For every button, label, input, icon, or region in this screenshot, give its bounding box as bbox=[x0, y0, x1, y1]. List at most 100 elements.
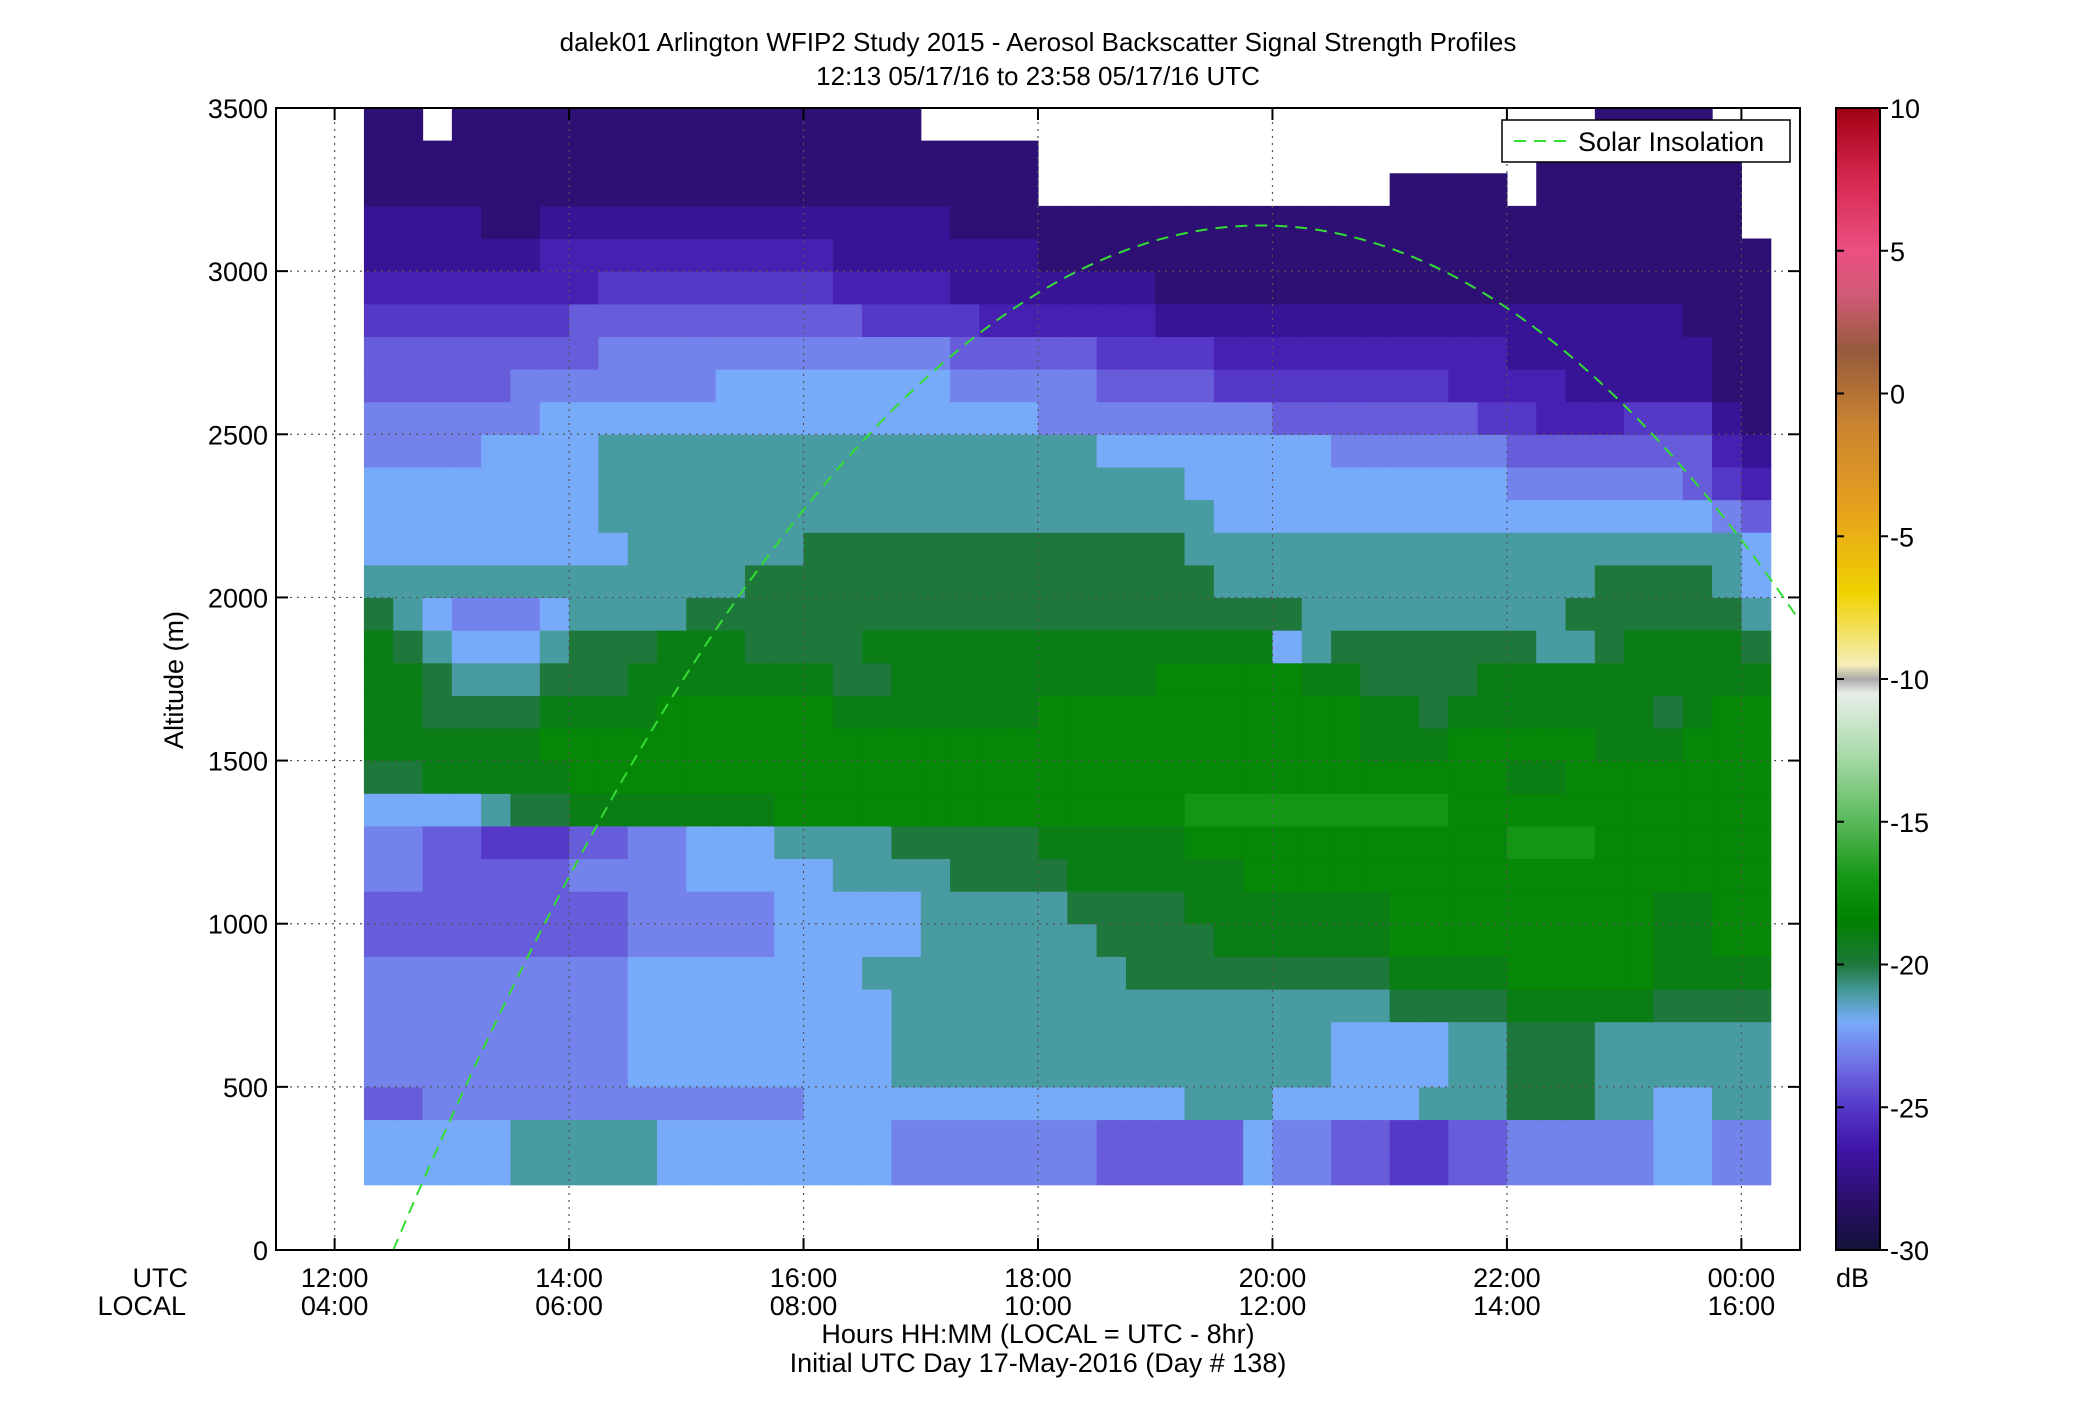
heatmap-cell bbox=[627, 858, 658, 892]
heatmap-cell bbox=[510, 956, 541, 990]
heatmap-cell bbox=[1653, 336, 1684, 370]
heatmap-cell bbox=[393, 434, 424, 468]
heatmap-cell bbox=[950, 858, 980, 892]
heatmap-cell bbox=[363, 238, 394, 272]
heatmap-cell bbox=[1360, 303, 1391, 337]
heatmap-cell bbox=[1419, 858, 1449, 892]
heatmap-cell bbox=[1477, 466, 1508, 501]
heatmap-cell bbox=[1301, 1021, 1332, 1055]
heatmap-cell bbox=[1653, 662, 1684, 696]
heatmap-cell bbox=[862, 825, 893, 860]
heatmap-cell bbox=[1741, 923, 1772, 957]
heatmap-cell bbox=[862, 630, 893, 664]
heatmap-cell bbox=[393, 401, 424, 435]
heatmap-cell bbox=[598, 564, 629, 599]
heatmap-cell bbox=[1594, 988, 1625, 1023]
heatmap-cell bbox=[1272, 499, 1303, 533]
heatmap-cell bbox=[1712, 271, 1742, 305]
x-tick-label-utc: 22:00 bbox=[1473, 1263, 1541, 1293]
heatmap-cell bbox=[627, 466, 658, 501]
heatmap-cell bbox=[539, 205, 570, 240]
heatmap-cell bbox=[1448, 1152, 1479, 1186]
heatmap-cell bbox=[1565, 630, 1596, 664]
heatmap-cell bbox=[1008, 825, 1039, 860]
heatmap-cell bbox=[363, 499, 394, 533]
heatmap-cell bbox=[657, 1054, 687, 1088]
heatmap-cell bbox=[862, 271, 893, 305]
heatmap-cell bbox=[950, 303, 980, 337]
heatmap-cell bbox=[657, 303, 687, 337]
y-tick-label: 2000 bbox=[208, 583, 268, 613]
heatmap-cell bbox=[832, 205, 863, 240]
heatmap-cell bbox=[1712, 499, 1742, 533]
heatmap-cell bbox=[1301, 564, 1332, 599]
heatmap-cell bbox=[1741, 597, 1772, 631]
heatmap-cell bbox=[451, 825, 482, 860]
heatmap-cell bbox=[510, 369, 541, 403]
heatmap-cell bbox=[686, 532, 717, 566]
heatmap-cell bbox=[744, 238, 775, 272]
heatmap-cell bbox=[686, 271, 717, 305]
heatmap-cell bbox=[1565, 956, 1596, 990]
heatmap-cell bbox=[1272, 1054, 1303, 1088]
heatmap-cell bbox=[862, 140, 893, 174]
heatmap-cell bbox=[1008, 238, 1039, 272]
heatmap-cell bbox=[891, 597, 922, 631]
heatmap-cell bbox=[627, 760, 658, 794]
heatmap-cell bbox=[862, 205, 893, 240]
heatmap-cell bbox=[1448, 988, 1479, 1023]
heatmap-cell bbox=[1536, 858, 1567, 892]
x-tick-label-local: 14:00 bbox=[1473, 1291, 1541, 1321]
heatmap-cell bbox=[1213, 956, 1244, 990]
heatmap-cell bbox=[1389, 760, 1420, 794]
heatmap-cell bbox=[423, 43, 453, 76]
heatmap-cell bbox=[686, 238, 717, 272]
heatmap-cell bbox=[1272, 630, 1303, 664]
heatmap-cell bbox=[1506, 303, 1537, 337]
heatmap-cell bbox=[393, 793, 424, 827]
heatmap-cell bbox=[1448, 597, 1479, 631]
heatmap-cell bbox=[627, 271, 658, 305]
heatmap-cell bbox=[1536, 1152, 1567, 1186]
heatmap-cell bbox=[1682, 1021, 1713, 1055]
heatmap-cell bbox=[1184, 466, 1215, 501]
heatmap-cell bbox=[1096, 1054, 1127, 1088]
heatmap-cell bbox=[803, 532, 834, 566]
heatmap-cell bbox=[1712, 466, 1742, 501]
x-tick-label-utc: 14:00 bbox=[535, 1263, 603, 1293]
heatmap-cell bbox=[1741, 825, 1772, 860]
heatmap-cell bbox=[1624, 532, 1655, 566]
heatmap-cell bbox=[1477, 858, 1508, 892]
heatmap-cell bbox=[1448, 630, 1479, 664]
heatmap-cell bbox=[393, 891, 424, 925]
heatmap-cell bbox=[539, 140, 570, 174]
heatmap-cell bbox=[481, 1054, 512, 1088]
heatmap-cell bbox=[1243, 434, 1274, 468]
y-tick-label: 1000 bbox=[208, 910, 268, 940]
heatmap-cell bbox=[1565, 1152, 1596, 1186]
heatmap-cell bbox=[1682, 662, 1713, 696]
heatmap-cell bbox=[715, 532, 746, 566]
heatmap-cell bbox=[1096, 564, 1127, 599]
heatmap-cell bbox=[510, 238, 541, 272]
heatmap-cell bbox=[1243, 336, 1274, 370]
heatmap-cell bbox=[1125, 793, 1156, 827]
heatmap-cell bbox=[1741, 662, 1772, 696]
heatmap-cell bbox=[1038, 271, 1068, 305]
heatmap-cell bbox=[803, 630, 834, 664]
heatmap-cell bbox=[393, 825, 424, 860]
heatmap-cell bbox=[1448, 1054, 1479, 1088]
heatmap-cell bbox=[744, 923, 775, 957]
heatmap-cell bbox=[393, 140, 424, 174]
x-tick-label-utc: 12:00 bbox=[301, 1263, 369, 1293]
heatmap-cell bbox=[686, 1119, 717, 1153]
heatmap-cell bbox=[657, 891, 687, 925]
heatmap-cell bbox=[1360, 956, 1391, 990]
heatmap-cell bbox=[569, 597, 599, 631]
heatmap-cell bbox=[1682, 205, 1713, 240]
heatmap-cell bbox=[950, 564, 980, 599]
heatmap-cell bbox=[627, 891, 658, 925]
heatmap-cell bbox=[598, 695, 629, 729]
heatmap-cell bbox=[1477, 662, 1508, 696]
heatmap-cell bbox=[1682, 1152, 1713, 1186]
